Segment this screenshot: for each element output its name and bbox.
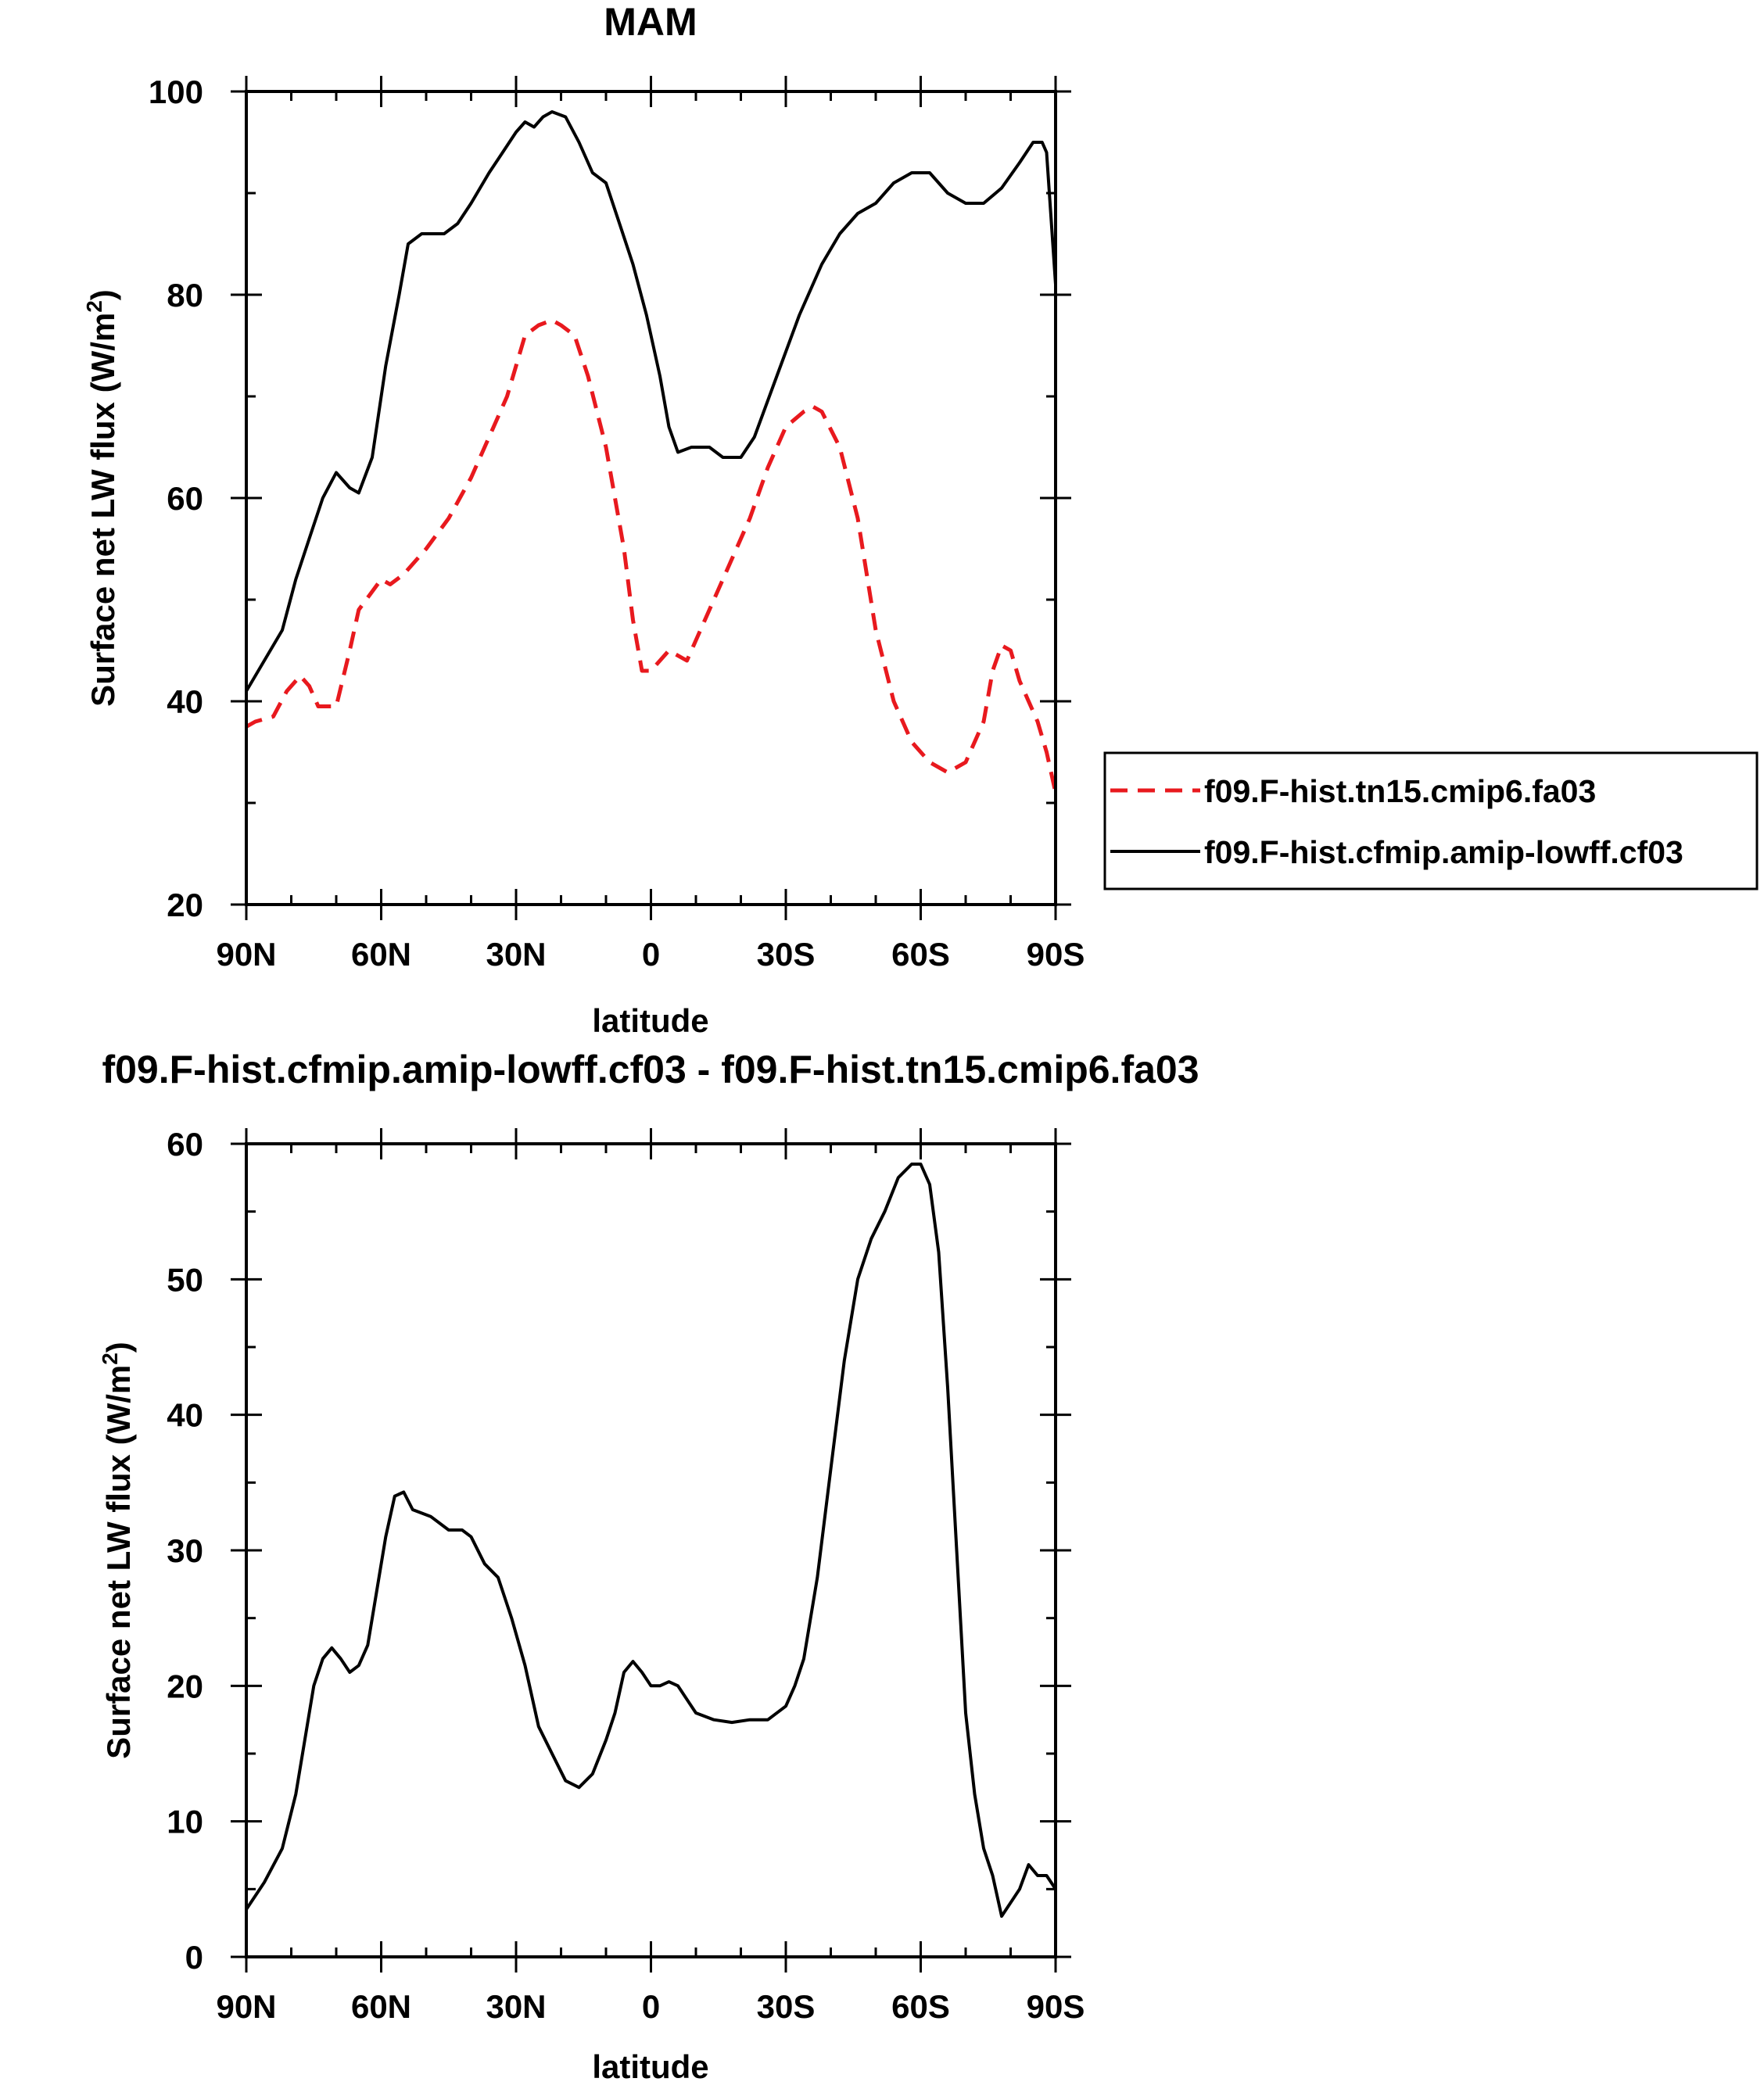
bottom-y-tick-label: 30 — [167, 1532, 203, 1569]
top-y-tick-label: 100 — [149, 73, 203, 110]
top-y-tick-label: 80 — [167, 277, 203, 314]
top-y-axis-label-sup: 2 — [82, 300, 106, 313]
top-y-tick-label: 40 — [167, 683, 203, 720]
legend-entry-fa03: f09.F-hist.tn15.cmip6.fa03 — [1204, 773, 1596, 809]
top-series-line-1 — [246, 110, 1056, 693]
bottom-x-tick-label: 0 — [642, 1988, 660, 2025]
top-plot-frame — [245, 90, 1057, 906]
bottom-series-line-0 — [246, 1163, 1056, 1918]
bottom-panel: f09.F-hist.cfmip.amip-lowff.cf03 - f09.F… — [98, 1048, 1199, 2085]
bottom-y-axis-label-sup: 2 — [98, 1353, 122, 1365]
bottom-x-axis-label: latitude — [592, 2048, 708, 2085]
legend-frame — [1103, 751, 1759, 890]
top-x-tick-label: 30N — [486, 936, 546, 973]
bottom-x-tick-label: 60N — [351, 1988, 411, 2025]
top-x-tick-label: 90N — [216, 936, 276, 973]
top-x-tick-label: 60N — [351, 936, 411, 973]
top-x-tick-label: 90S — [1027, 936, 1085, 973]
top-x-tick-label: 60S — [891, 936, 950, 973]
top-y-tick-label: 60 — [167, 480, 203, 517]
bottom-y-tick-label: 60 — [167, 1126, 203, 1163]
bottom-y-axis-label: Surface net LW flux (W/m2) — [98, 1342, 137, 1759]
bottom-x-tick-label: 90N — [216, 1988, 276, 2025]
top-y-axis-label: Surface net LW flux (W/m2) — [82, 289, 121, 707]
top-gridless-ticks — [231, 76, 1071, 920]
legend: f09.F-hist.tn15.cmip6.fa03 f09.F-hist.cf… — [1103, 751, 1759, 890]
top-x-tick-label: 0 — [642, 936, 660, 973]
bottom-x-tick-label: 30S — [757, 1988, 816, 2025]
bottom-x-tick-label: 30N — [486, 1988, 546, 2025]
top-x-tick-label: 30S — [757, 936, 816, 973]
bottom-title: f09.F-hist.cfmip.amip-lowff.cf03 - f09.F… — [102, 1048, 1199, 1091]
bottom-y-tick-label: 0 — [185, 1939, 203, 1976]
top-panel: MAM 90N 60N 30N 0 30S 60S 90S 20 40 60 80 100 latit… — [82, 0, 1759, 1039]
bottom-y-tick-label: 40 — [167, 1397, 203, 1434]
top-series-line-0 — [246, 318, 1056, 795]
bottom-x-tick-label: 60S — [891, 1988, 950, 2025]
top-title: MAM — [604, 0, 697, 44]
top-x-axis-label: latitude — [592, 1002, 708, 1039]
bottom-y-tick-label: 50 — [167, 1261, 203, 1298]
legend-entry-cf03: f09.F-hist.cfmip.amip-lowff.cf03 — [1204, 834, 1683, 870]
bottom-x-tick-label: 90S — [1027, 1988, 1085, 2025]
bottom-plot-frame — [245, 1142, 1057, 1958]
top-y-tick-label: 20 — [167, 887, 203, 923]
bottom-y-tick-label: 20 — [167, 1668, 203, 1704]
bottom-y-tick-label: 10 — [167, 1804, 203, 1840]
